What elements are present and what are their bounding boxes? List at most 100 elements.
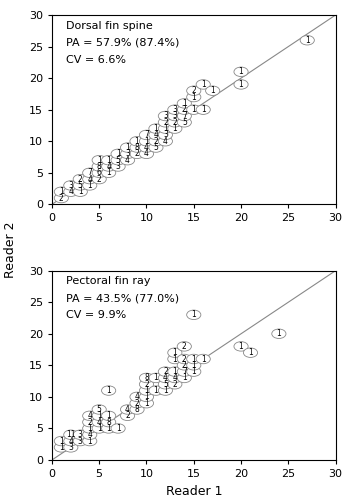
Circle shape: [149, 143, 163, 152]
Circle shape: [120, 156, 135, 165]
Circle shape: [130, 136, 144, 146]
Text: 5: 5: [97, 405, 102, 414]
Circle shape: [130, 143, 144, 152]
Text: 1: 1: [191, 105, 196, 114]
Text: PA = 43.5% (77.0%): PA = 43.5% (77.0%): [66, 294, 179, 304]
Circle shape: [130, 392, 144, 402]
Text: 6: 6: [97, 168, 102, 177]
Circle shape: [139, 149, 154, 158]
Text: 4: 4: [172, 374, 177, 382]
Text: 2: 2: [59, 194, 64, 202]
Text: 7: 7: [87, 168, 92, 177]
Circle shape: [83, 174, 97, 184]
Circle shape: [158, 124, 172, 134]
Text: 7: 7: [144, 130, 149, 140]
Text: 5: 5: [182, 118, 187, 127]
Text: 2: 2: [97, 174, 102, 184]
Text: CV = 9.9%: CV = 9.9%: [66, 310, 126, 320]
Circle shape: [54, 436, 69, 446]
Text: 1: 1: [191, 367, 196, 376]
Circle shape: [83, 436, 97, 446]
Text: Reader 2: Reader 2: [4, 222, 17, 278]
Circle shape: [101, 156, 116, 165]
Text: Dorsal fin spine: Dorsal fin spine: [66, 20, 153, 30]
Circle shape: [64, 436, 78, 446]
Circle shape: [187, 367, 201, 376]
Circle shape: [111, 156, 125, 165]
Text: 4: 4: [97, 418, 102, 426]
Text: 4: 4: [125, 156, 130, 164]
Circle shape: [149, 386, 163, 396]
Circle shape: [149, 136, 163, 146]
Text: 1: 1: [135, 136, 139, 145]
Circle shape: [168, 118, 182, 127]
Text: 2: 2: [172, 118, 177, 127]
Text: 1: 1: [154, 386, 158, 395]
Text: 5: 5: [116, 156, 120, 164]
Text: 1: 1: [248, 348, 253, 357]
Circle shape: [177, 98, 191, 108]
Text: 1: 1: [97, 156, 102, 164]
Circle shape: [168, 354, 182, 364]
Text: 4: 4: [144, 143, 149, 152]
Circle shape: [139, 373, 154, 382]
Text: 4: 4: [144, 150, 149, 158]
Circle shape: [92, 156, 106, 165]
Text: 1: 1: [97, 412, 102, 420]
Circle shape: [54, 187, 69, 196]
Text: 1: 1: [239, 80, 244, 89]
Text: 1: 1: [182, 374, 187, 382]
Text: 1: 1: [144, 398, 149, 407]
Circle shape: [73, 187, 87, 196]
Circle shape: [64, 430, 78, 440]
Circle shape: [111, 149, 125, 158]
Circle shape: [83, 168, 97, 177]
Text: 4: 4: [163, 136, 168, 145]
Text: 1: 1: [191, 354, 196, 364]
Circle shape: [139, 380, 154, 389]
Text: 1: 1: [116, 150, 120, 158]
Circle shape: [139, 143, 154, 152]
Text: 4: 4: [69, 436, 73, 446]
Text: 1: 1: [305, 36, 310, 44]
Circle shape: [120, 143, 135, 152]
Circle shape: [168, 124, 182, 134]
Text: 3: 3: [163, 112, 168, 120]
Circle shape: [120, 149, 135, 158]
Circle shape: [120, 411, 135, 420]
Circle shape: [177, 367, 191, 376]
Text: 5: 5: [154, 143, 158, 152]
Circle shape: [54, 194, 69, 203]
Circle shape: [111, 162, 125, 171]
Text: CV = 6.6%: CV = 6.6%: [66, 55, 126, 65]
Circle shape: [187, 354, 201, 364]
Text: 11: 11: [66, 430, 75, 440]
Text: 1: 1: [59, 187, 64, 196]
Circle shape: [83, 180, 97, 190]
Text: 2: 2: [163, 367, 168, 376]
Text: 3: 3: [172, 105, 177, 114]
Text: 1: 1: [172, 354, 177, 364]
Text: 1: 1: [154, 124, 158, 133]
Circle shape: [139, 130, 154, 140]
Circle shape: [73, 174, 87, 184]
Circle shape: [92, 162, 106, 171]
Text: 5: 5: [163, 380, 168, 389]
Circle shape: [139, 392, 154, 402]
Circle shape: [187, 86, 201, 96]
Text: 1: 1: [191, 310, 196, 320]
Circle shape: [92, 168, 106, 177]
Text: 7: 7: [182, 367, 187, 376]
Text: 4: 4: [106, 162, 111, 171]
Text: 1: 1: [172, 348, 177, 357]
Circle shape: [168, 367, 182, 376]
Text: 2: 2: [182, 342, 187, 351]
Text: 8: 8: [144, 374, 149, 382]
Circle shape: [101, 386, 116, 396]
Text: 1: 1: [172, 124, 177, 133]
Circle shape: [177, 342, 191, 351]
Circle shape: [158, 118, 172, 127]
Text: 1: 1: [163, 386, 168, 395]
Text: 2: 2: [154, 136, 158, 145]
Circle shape: [177, 105, 191, 115]
